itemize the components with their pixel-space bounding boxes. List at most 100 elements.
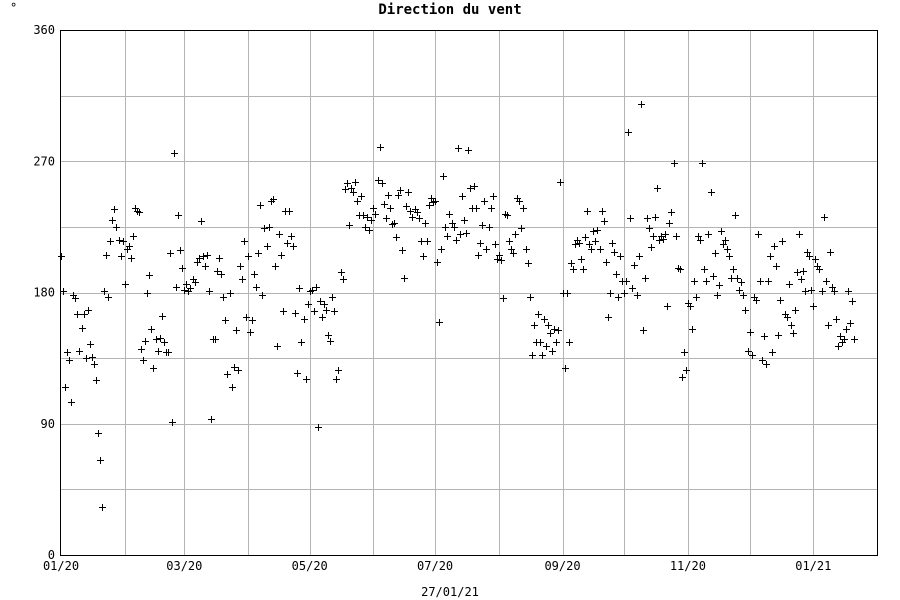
data-point xyxy=(366,227,373,234)
data-point xyxy=(697,237,704,244)
data-point xyxy=(730,266,737,273)
data-point xyxy=(233,327,240,334)
data-point xyxy=(278,252,285,259)
data-point xyxy=(202,263,209,270)
data-point xyxy=(668,209,675,216)
data-point xyxy=(455,145,462,152)
data-point xyxy=(779,238,786,245)
data-point xyxy=(409,214,416,221)
data-point xyxy=(492,241,499,248)
data-point xyxy=(405,189,412,196)
data-point xyxy=(724,246,731,253)
data-point xyxy=(512,231,519,238)
data-point xyxy=(775,332,782,339)
data-point xyxy=(576,240,583,247)
data-point xyxy=(627,215,634,222)
data-point xyxy=(364,214,371,221)
data-point xyxy=(144,290,151,297)
data-point xyxy=(695,233,702,240)
data-point xyxy=(590,228,597,235)
data-point xyxy=(599,208,606,215)
data-point xyxy=(631,262,638,269)
data-point xyxy=(629,285,636,292)
data-point xyxy=(808,287,815,294)
data-point xyxy=(765,278,772,285)
data-point xyxy=(498,257,505,264)
data-point xyxy=(691,278,698,285)
data-point xyxy=(718,228,725,235)
data-point xyxy=(847,320,854,327)
data-point xyxy=(611,249,618,256)
data-point xyxy=(475,252,482,259)
data-point xyxy=(155,348,162,355)
data-point xyxy=(259,292,266,299)
data-point xyxy=(338,269,345,276)
data-point xyxy=(835,343,842,350)
data-point xyxy=(773,263,780,270)
data-point xyxy=(726,253,733,260)
data-point xyxy=(520,205,527,212)
data-point xyxy=(440,173,447,180)
data-point xyxy=(142,338,149,345)
data-point xyxy=(671,160,678,167)
data-point xyxy=(459,193,466,200)
data-point xyxy=(280,308,287,315)
data-point xyxy=(849,298,856,305)
data-point xyxy=(734,275,741,282)
data-point xyxy=(755,231,762,238)
data-point xyxy=(434,259,441,266)
data-point xyxy=(101,288,108,295)
data-point xyxy=(745,348,752,355)
data-point xyxy=(403,203,410,210)
data-point xyxy=(128,255,135,262)
data-point xyxy=(601,218,608,225)
data-point xyxy=(722,237,729,244)
data-point xyxy=(305,301,312,308)
data-point xyxy=(401,275,408,282)
data-point xyxy=(416,215,423,222)
data-point xyxy=(428,195,435,202)
data-point xyxy=(109,217,116,224)
data-point xyxy=(714,292,721,299)
data-point xyxy=(547,330,554,337)
data-point xyxy=(537,339,544,346)
data-point xyxy=(506,238,513,245)
plot-frame xyxy=(60,30,878,556)
data-point xyxy=(821,214,828,221)
data-point xyxy=(786,281,793,288)
data-point xyxy=(518,225,525,232)
data-point xyxy=(161,339,168,346)
data-point xyxy=(481,198,488,205)
data-point xyxy=(196,255,203,262)
data-point xyxy=(819,288,826,295)
data-point xyxy=(656,237,663,244)
data-point xyxy=(650,233,657,240)
data-point xyxy=(58,253,65,260)
data-point xyxy=(708,189,715,196)
data-point xyxy=(167,250,174,257)
data-point xyxy=(679,374,686,381)
data-point xyxy=(72,295,79,302)
data-point xyxy=(251,271,258,278)
data-point xyxy=(683,367,690,374)
data-point xyxy=(348,185,355,192)
data-point xyxy=(806,253,813,260)
data-point xyxy=(231,364,238,371)
data-point xyxy=(436,319,443,326)
data-point xyxy=(625,129,632,136)
data-point xyxy=(325,332,332,339)
data-point xyxy=(500,295,507,302)
data-point xyxy=(816,266,823,273)
data-point xyxy=(623,278,630,285)
data-point xyxy=(290,243,297,250)
data-point xyxy=(372,211,379,218)
data-point xyxy=(270,196,277,203)
data-point xyxy=(488,205,495,212)
data-point xyxy=(399,247,406,254)
data-point xyxy=(204,252,211,259)
data-point xyxy=(272,263,279,270)
data-point xyxy=(446,211,453,218)
data-point xyxy=(292,310,299,317)
data-point xyxy=(393,234,400,241)
data-point xyxy=(99,504,106,511)
